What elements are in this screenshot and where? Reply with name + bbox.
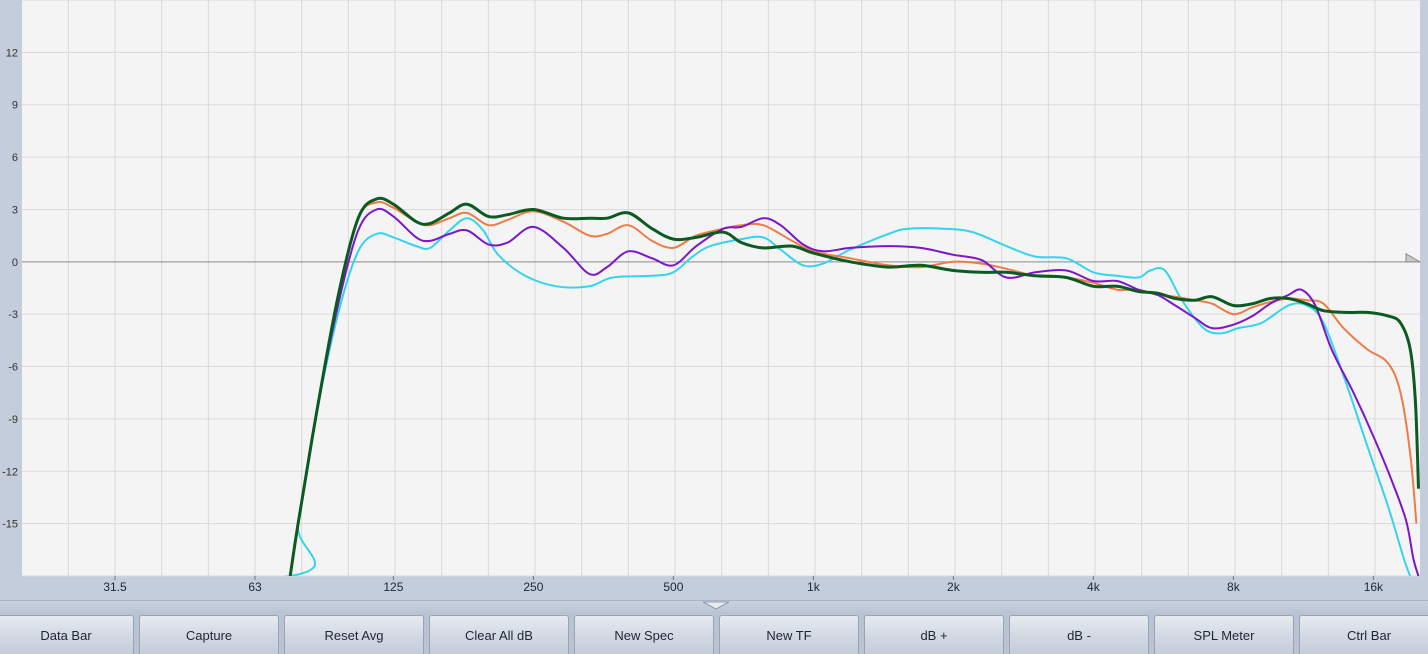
ctrl-bar-button[interactable]: Ctrl Bar <box>1299 615 1428 654</box>
y-tick-label: 9 <box>12 100 18 112</box>
trace-3 <box>289 207 1420 576</box>
x-tick-label: 16k <box>1364 580 1384 594</box>
reference-handle-icon[interactable] <box>1405 252 1422 263</box>
x-tick-label: 63 <box>248 580 262 594</box>
drawer-toggle-icon[interactable] <box>702 601 730 610</box>
y-tick-label: -3 <box>8 309 18 321</box>
bottom-toolbar: Data Bar Capture Reset Avg Clear All dB … <box>0 612 1428 654</box>
new-spec-button[interactable]: New Spec <box>574 615 714 654</box>
new-tf-button[interactable]: New TF <box>719 615 859 654</box>
x-tick-label: 2k <box>947 580 961 594</box>
reset-avg-button[interactable]: Reset Avg <box>284 615 424 654</box>
clear-all-db-button[interactable]: Clear All dB <box>429 615 569 654</box>
db-plus-button[interactable]: dB + <box>864 615 1004 654</box>
db-minus-button[interactable]: dB - <box>1009 615 1149 654</box>
trace-4 <box>288 196 1420 576</box>
plot-background <box>22 0 1420 576</box>
y-tick-label: 6 <box>12 152 18 164</box>
x-tick-label: 1k <box>807 580 821 594</box>
x-tick-label: 500 <box>663 580 683 594</box>
y-tick-label: 3 <box>12 204 18 216</box>
x-tick-label: 31.5 <box>103 580 127 594</box>
data-bar-button[interactable]: Data Bar <box>0 615 134 654</box>
y-tick-label: 12 <box>6 47 18 59</box>
trace-1 <box>282 217 1412 576</box>
x-tick-label: 8k <box>1227 580 1241 594</box>
y-tick-label: -15 <box>2 519 18 531</box>
spl-meter-button[interactable]: SPL Meter <box>1154 615 1294 654</box>
y-tick-label: -12 <box>2 466 18 478</box>
x-tick-label: 250 <box>523 580 543 594</box>
capture-button[interactable]: Capture <box>139 615 279 654</box>
y-tick-label: -6 <box>8 362 18 374</box>
x-tick-label: 125 <box>383 580 403 594</box>
y-tick-label: -9 <box>8 414 18 426</box>
x-tick-label: 4k <box>1087 580 1101 594</box>
y-tick-label: 0 <box>12 257 18 269</box>
plot-frame: 12 9 6 3 0 -3 -6 -9 -12 -15 31.5 63 125 250 500 1k 2k 4k 8… <box>0 0 1428 600</box>
